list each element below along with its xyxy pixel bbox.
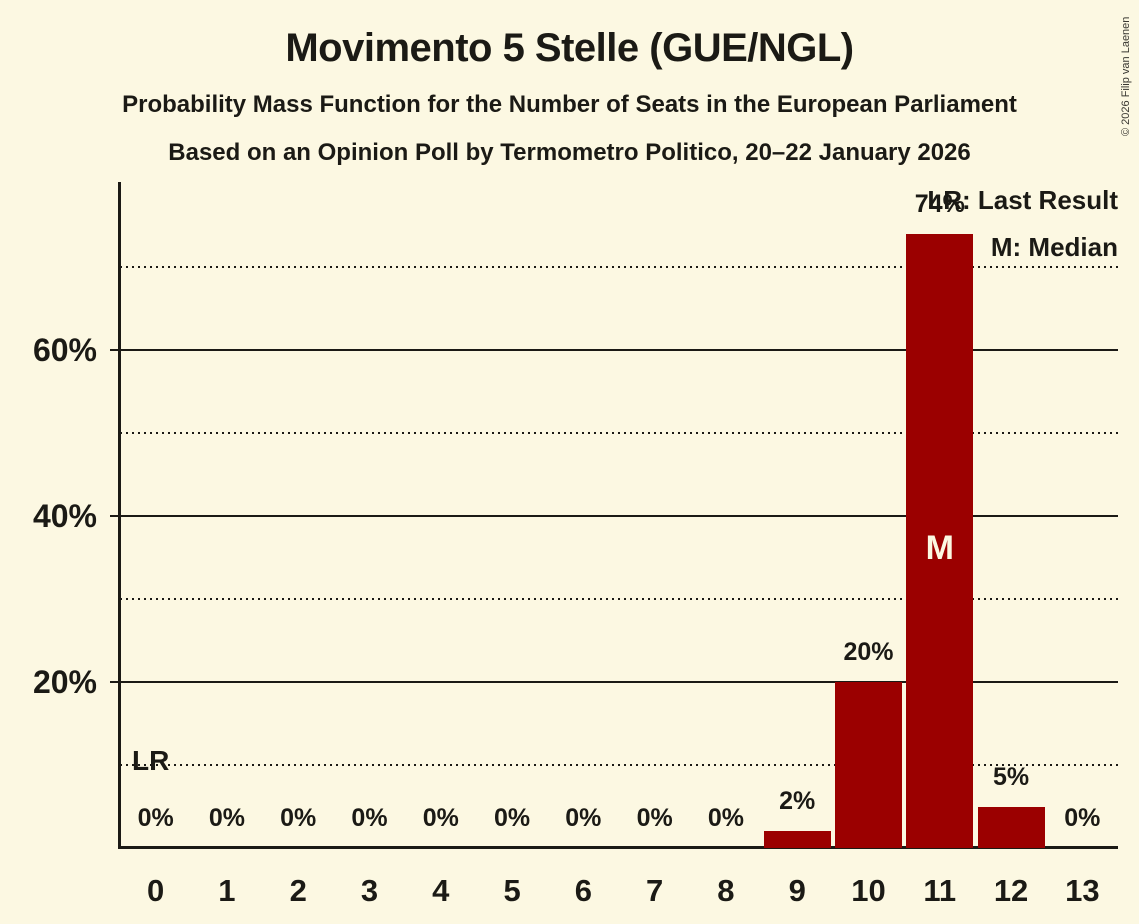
x-axis-tick-label-10: 10 xyxy=(851,873,886,908)
x-axis-tick-label-5: 5 xyxy=(503,873,521,908)
x-axis-tick-label-3: 3 xyxy=(360,873,379,908)
bar-value-label-11: 74% xyxy=(914,189,965,218)
bar-value-label-8: 0% xyxy=(707,804,744,832)
bar-value-label-7: 0% xyxy=(636,804,673,832)
x-axis-tick-label-1: 1 xyxy=(218,873,236,908)
legend-last-result: LR: Last Result xyxy=(927,185,1118,215)
bar-value-label-3: 0% xyxy=(351,804,388,832)
gridline-dotted-10 xyxy=(120,764,1118,766)
legend-median: M: Median xyxy=(990,232,1118,262)
y-axis-tick-label-60: 60% xyxy=(32,332,97,368)
x-axis-tick-label-9: 9 xyxy=(788,873,806,908)
bar-value-label-1: 0% xyxy=(208,804,245,832)
bar-value-label-4: 0% xyxy=(422,804,459,832)
copyright-text: © 2026 Filip van Laenen xyxy=(1120,16,1132,136)
last-result-marker-label: LR xyxy=(132,745,170,776)
bar-seats-10 xyxy=(835,682,902,848)
gridline-dotted-70 xyxy=(120,266,1118,268)
x-axis-tick-label-7: 7 xyxy=(646,873,664,908)
y-axis-tick-label-40: 40% xyxy=(32,498,97,534)
x-axis-tick-label-11: 11 xyxy=(923,873,957,908)
bar-value-label-12: 5% xyxy=(992,762,1030,791)
x-axis-tick-label-2: 2 xyxy=(289,873,307,908)
gridline-dotted-30 xyxy=(120,598,1118,600)
bar-value-label-2: 0% xyxy=(280,804,317,832)
x-axis-tick-label-13: 13 xyxy=(1065,873,1100,908)
x-axis-tick-label-0: 0 xyxy=(147,873,165,908)
y-axis-tick-label-20: 20% xyxy=(32,664,97,700)
gridline-solid-60 xyxy=(110,349,1118,351)
plot-area: 0% 0% 0% 0% 0% 0% 0% 0% 0% 2% 20% 74% M 5% 0% LR xyxy=(110,184,1118,848)
bar-value-label-0: 0% xyxy=(137,804,174,832)
chart-subtitle-line2: Based on an Opinion Poll by Termometro P… xyxy=(168,139,971,166)
x-axis-line xyxy=(118,846,1118,849)
bar-value-label-5: 0% xyxy=(493,804,531,832)
x-axis-tick-label-6: 6 xyxy=(574,873,592,908)
x-axis-tick-label-8: 8 xyxy=(717,873,735,908)
x-axis-tick-label-4: 4 xyxy=(432,873,450,908)
bar-value-label-10: 20% xyxy=(843,638,894,666)
chart-subtitle-line1: Probability Mass Function for the Number… xyxy=(122,91,1017,118)
median-marker-label: M xyxy=(925,529,954,567)
bar-value-label-6: 0% xyxy=(565,804,602,832)
gridline-solid-20 xyxy=(110,681,1118,683)
bar-seats-12 xyxy=(977,806,1045,848)
bar-seats-11 xyxy=(906,233,974,848)
bar-value-label-13: 0% xyxy=(1064,804,1101,832)
gridline-dotted-50 xyxy=(120,432,1118,434)
x-axis-tick-label-12: 12 xyxy=(993,873,1029,908)
bar-seats-9 xyxy=(763,831,831,848)
page-title: Movimento 5 Stelle (GUE/NGL) xyxy=(285,26,854,70)
bar-value-label-9: 2% xyxy=(779,787,816,816)
gridline-solid-40 xyxy=(110,515,1118,517)
